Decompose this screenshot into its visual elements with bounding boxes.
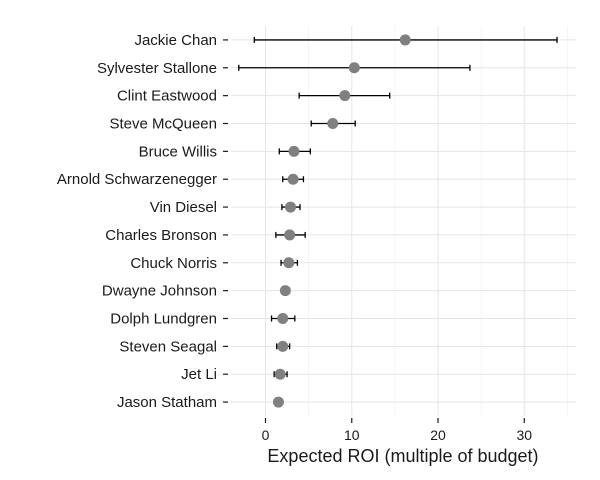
data-point	[283, 257, 295, 269]
data-point	[285, 201, 297, 213]
data-point	[274, 368, 286, 380]
x-tick-label: 30	[516, 427, 532, 443]
y-tick-label: Clint Eastwood	[117, 88, 217, 105]
data-point	[279, 285, 291, 297]
data-point	[339, 90, 351, 102]
data-point	[288, 145, 300, 157]
y-tick-label: Dolph Lundgren	[110, 311, 217, 328]
y-tick-label: Jackie Chan	[134, 32, 217, 49]
data-point	[287, 173, 299, 185]
y-tick-label: Chuck Norris	[130, 255, 217, 272]
x-axis: 0 10 20 30	[262, 418, 532, 443]
data-point	[277, 313, 289, 324]
y-tick-label: Sylvester Stallone	[97, 60, 217, 77]
y-tick-label: Bruce Willis	[139, 143, 217, 160]
y-tick-label: Steve McQueen	[109, 116, 217, 133]
data-point	[348, 62, 360, 74]
data-point	[284, 229, 296, 241]
x-axis-title: Expected ROI (multiple of budget)	[267, 446, 538, 466]
y-tick-label: Steven Seagal	[119, 338, 217, 355]
y-tick-label: Jet Li	[181, 366, 217, 383]
data-point	[272, 396, 284, 408]
x-tick-label: 0	[262, 427, 270, 443]
data-point	[277, 340, 289, 352]
data-point	[327, 118, 339, 129]
data-points	[272, 34, 411, 408]
y-tick-label: Jason Statham	[117, 394, 217, 411]
y-tick-label: Dwayne Johnson	[102, 283, 217, 300]
data-point	[399, 34, 411, 46]
x-tick-label: 20	[430, 427, 446, 443]
y-tick-label: Vin Diesel	[150, 199, 217, 216]
plot-panel	[231, 26, 576, 416]
x-tick-label: 10	[344, 427, 360, 443]
y-tick-label: Charles Bronson	[105, 227, 217, 244]
y-tick-label: Arnold Schwarzenegger	[57, 171, 217, 188]
y-axis: Jackie Chan Sylvester Stallone Clint Eastw…	[57, 32, 228, 411]
